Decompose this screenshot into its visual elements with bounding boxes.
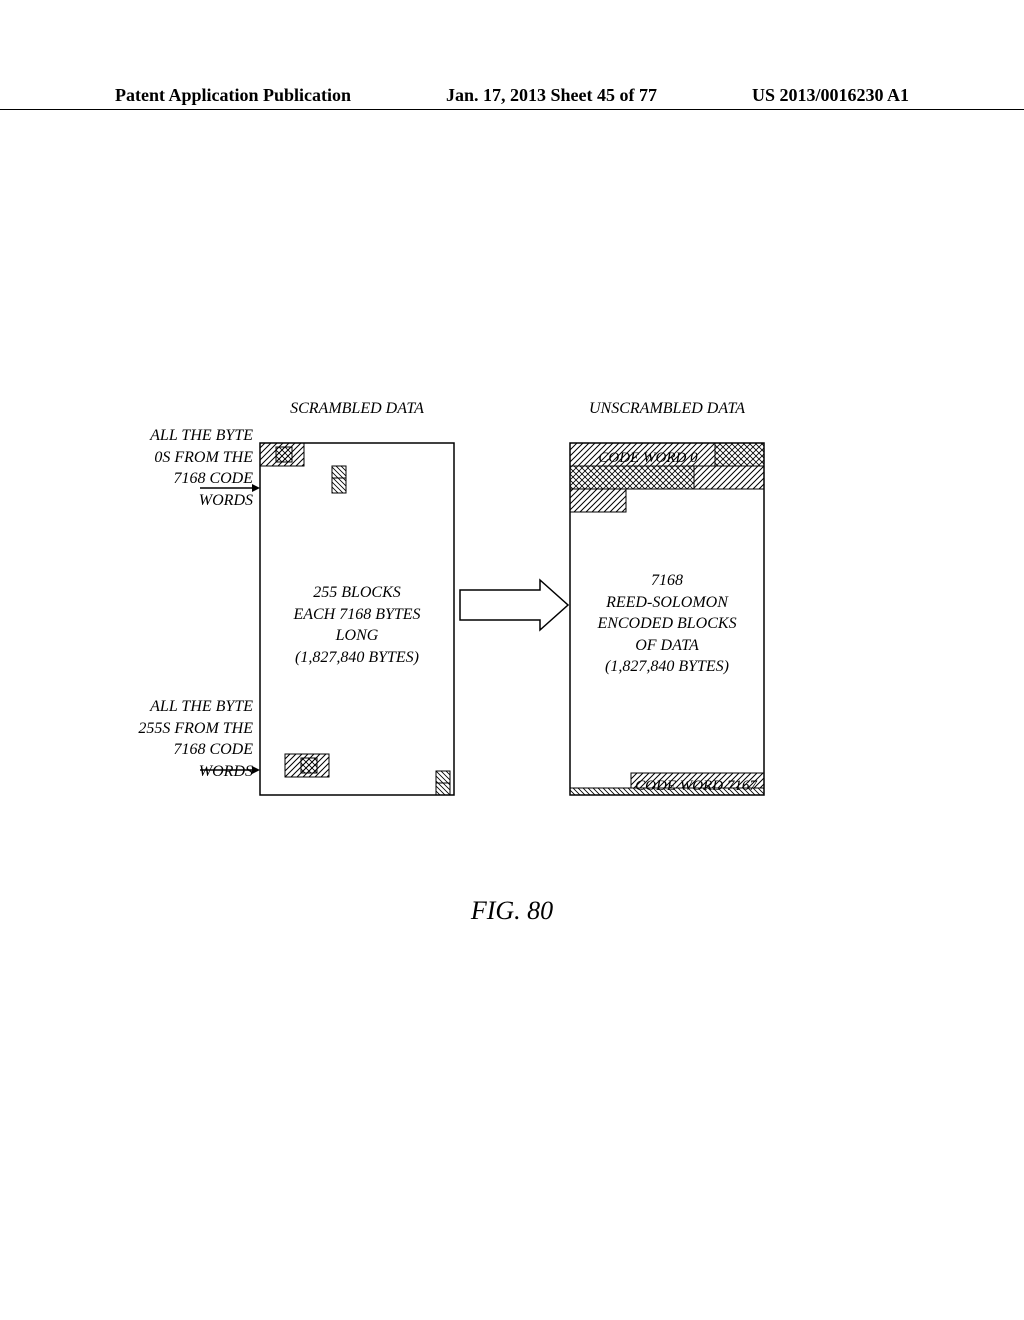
diagram-svg — [0, 0, 1024, 1320]
diagram: SCRAMBLED DATA UNSCRAMBLED DATA ALL THE … — [0, 0, 1024, 1320]
